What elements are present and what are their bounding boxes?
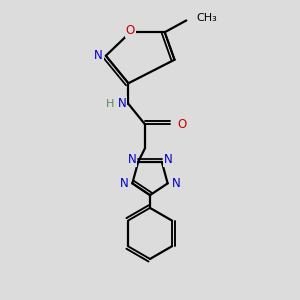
Text: N: N [128, 153, 136, 166]
Text: O: O [126, 24, 135, 37]
Text: O: O [178, 118, 187, 131]
Text: CH₃: CH₃ [196, 14, 217, 23]
Text: N: N [118, 98, 126, 110]
Text: N: N [94, 49, 103, 62]
Text: H: H [106, 99, 115, 109]
Text: N: N [164, 153, 172, 166]
Text: N: N [172, 177, 180, 190]
Text: N: N [120, 177, 128, 190]
